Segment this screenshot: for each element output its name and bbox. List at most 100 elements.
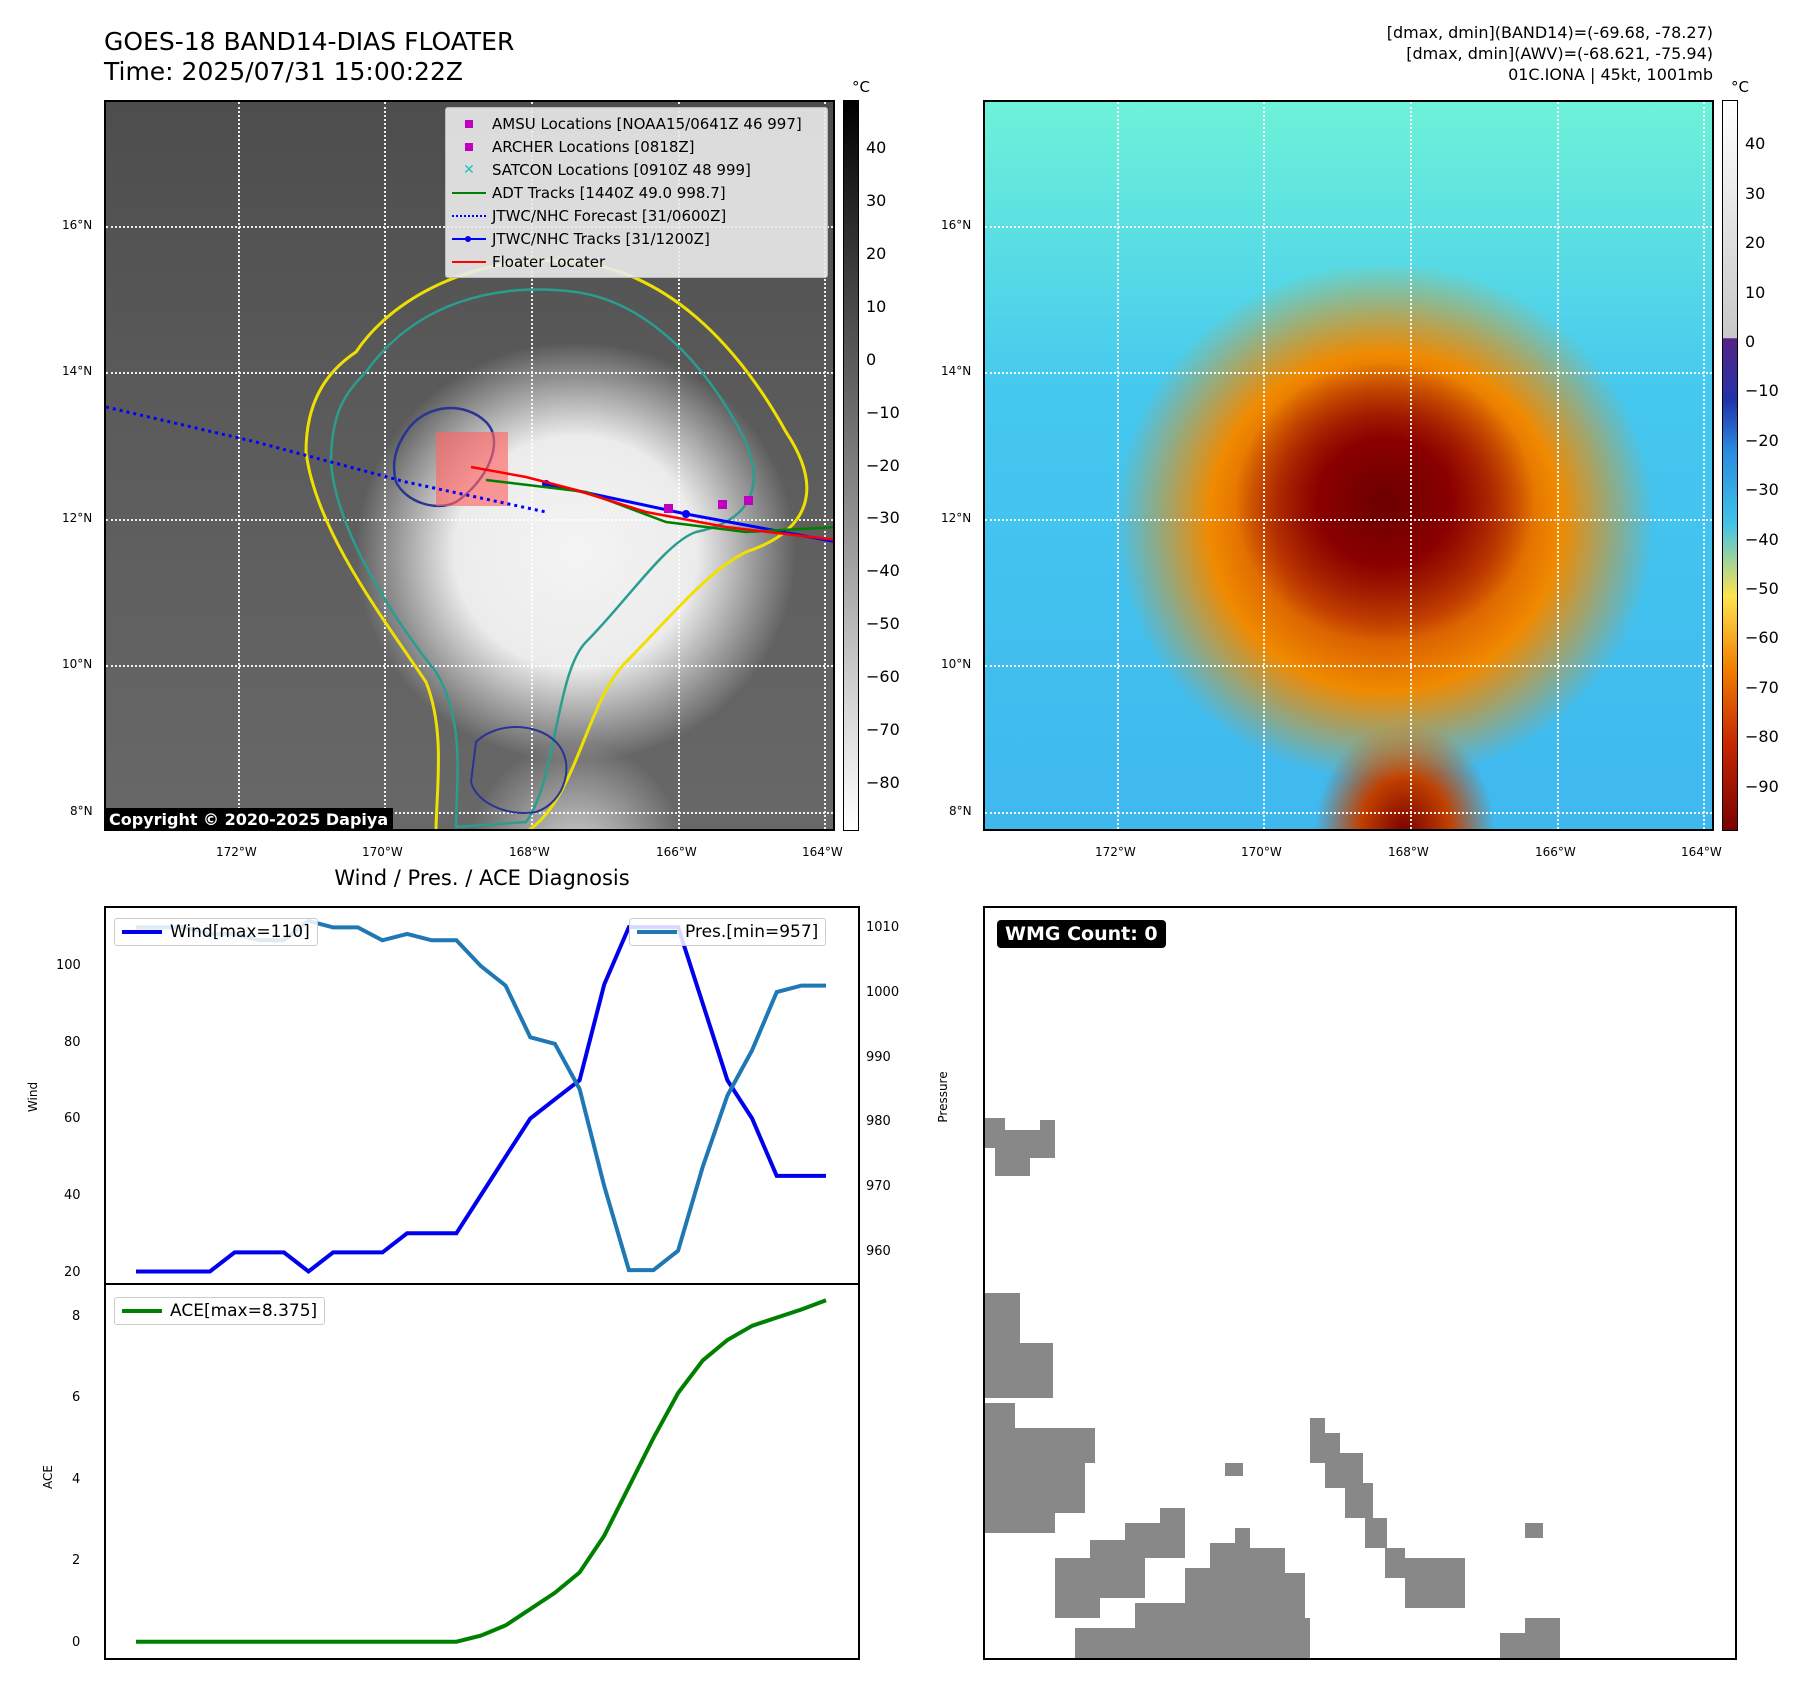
pressure-tick: 970	[866, 1179, 891, 1195]
ace-tick: 2	[72, 1553, 81, 1569]
awv-colorbar-tick: −10	[1745, 381, 1779, 401]
wind-tick: 20	[64, 1264, 81, 1280]
ace-axis-label: ACE	[41, 1465, 55, 1489]
pressure-tick: 1000	[866, 985, 900, 1001]
ir-colorbar-tick: 40	[866, 137, 887, 157]
pressure-series-line	[136, 918, 826, 1273]
lat-label: 10°N	[62, 657, 93, 671]
ir-colorbar-tick: 0	[866, 349, 877, 369]
ace-tick: 0	[72, 1634, 81, 1650]
ir-colorbar	[843, 100, 859, 831]
ace-chart: ACE[max=8.375]	[104, 1283, 860, 1660]
ir-colorbar-tick: −80	[866, 773, 900, 793]
wind-pressure-chart: Wind[max=110] Pres.[min=957]	[104, 906, 860, 1285]
legend-label: JTWC/NHC Tracks [31/1200Z]	[492, 229, 710, 248]
archer-marker	[744, 496, 753, 505]
legend-label: JTWC/NHC Forecast [31/0600Z]	[492, 206, 727, 225]
wind-tick: 60	[64, 1111, 81, 1127]
contour-outer	[304, 258, 809, 829]
amsu-marker	[664, 504, 673, 513]
wind-tick: 80	[64, 1034, 81, 1050]
ir-colorbar-tick: −40	[866, 561, 900, 581]
awv-colorbar-tick: −40	[1745, 529, 1779, 549]
contour-south	[469, 726, 568, 814]
ace-tick: 4	[72, 1471, 81, 1487]
wmg-patch	[1225, 1463, 1243, 1476]
ace-tick: 6	[72, 1390, 81, 1406]
legend-item-amsu: AMSU Locations [NOAA15/0641Z 46 997]	[446, 112, 827, 135]
ace-line-icon	[122, 1309, 162, 1313]
awv-colorbar-tick: −80	[1745, 727, 1779, 747]
ir-colorbar-tick: −50	[866, 614, 900, 634]
ace-legend-label: ACE[max=8.375]	[170, 1301, 318, 1321]
lon-label: 172°W	[216, 845, 257, 859]
grid-line	[985, 665, 1712, 667]
grid-line	[384, 102, 386, 829]
wind-legend: Wind[max=110]	[114, 918, 318, 946]
pressure-tick: 960	[866, 1243, 891, 1259]
pressure-tick: 980	[866, 1114, 891, 1130]
wind-legend-label: Wind[max=110]	[170, 922, 310, 942]
solid-line-icon	[452, 260, 486, 263]
grid-line	[985, 372, 1712, 374]
ir-colorbar-tick: 20	[866, 243, 887, 263]
ace-series-line	[136, 1298, 827, 1644]
square-marker-icon	[465, 119, 473, 128]
lon-label: 166°W	[656, 845, 697, 859]
storm-summary: 01C.IONA | 45kt, 1001mb	[1508, 65, 1713, 84]
pressure-tick: 1010	[866, 920, 900, 936]
pressure-legend: Pres.[min=957]	[629, 918, 827, 946]
ir-overlay	[106, 258, 833, 829]
ir-colorbar-tick: 30	[866, 190, 887, 210]
wind-tick: 40	[64, 1187, 81, 1203]
wmg-patch	[1075, 1528, 1310, 1658]
awv-range: [dmax, dmin](AWV)=(-68.621, -75.94)	[1406, 44, 1713, 63]
wmg-patch	[985, 1403, 1095, 1533]
awv-colorbar-tick: 10	[1745, 282, 1766, 302]
ace-tick: 8	[72, 1308, 81, 1324]
legend-item-forecast: JTWC/NHC Forecast [31/0600Z]	[446, 204, 827, 227]
grid-line	[985, 519, 1712, 521]
lon-label: 168°W	[1388, 845, 1429, 859]
ir-colorbar-tick: 10	[866, 296, 887, 316]
grid-line	[106, 519, 833, 521]
pressure-line-icon	[637, 930, 677, 934]
awv-satellite-panel	[983, 100, 1714, 831]
wmg-patch	[1525, 1523, 1543, 1538]
lat-label: 12°N	[941, 511, 972, 525]
legend-label: SATCON Locations [0910Z 48 999]	[492, 160, 751, 179]
lon-label: 168°W	[509, 845, 550, 859]
ir-colorbar-tick: −20	[866, 455, 900, 475]
legend-label: ARCHER Locations [0818Z]	[492, 137, 695, 156]
legend-label: AMSU Locations [NOAA15/0641Z 46 997]	[492, 114, 802, 133]
wmg-panel: WMG Count: 0	[983, 906, 1737, 1660]
wmg-patch	[1500, 1618, 1560, 1658]
awv-colorbar	[1722, 100, 1738, 831]
lat-label: 10°N	[941, 657, 972, 671]
awv-colorbar-tick: −90	[1745, 776, 1779, 796]
ir-colorbar-tick: −30	[866, 508, 900, 528]
lat-label: 14°N	[941, 364, 972, 378]
grid-line	[106, 812, 833, 814]
lon-label: 170°W	[1241, 845, 1282, 859]
awv-colorbar-tick: −30	[1745, 480, 1779, 500]
ir-colorbar-tick: −70	[866, 720, 900, 740]
grid-line	[985, 812, 1712, 814]
wmg-patch	[985, 1118, 1055, 1176]
grid-line	[1410, 102, 1412, 829]
x-marker-icon: ✕	[463, 161, 475, 178]
wind-axis-label: Wind	[26, 1081, 40, 1113]
dotted-line-icon	[452, 214, 486, 217]
copyright-badge: Copyright © 2020-2025 Dapiya	[104, 808, 394, 831]
awv-colorbar-tick: 20	[1745, 233, 1766, 253]
grid-line	[1557, 102, 1559, 829]
wmg-patch	[1055, 1508, 1185, 1618]
lon-label: 164°W	[802, 845, 843, 859]
colorbar-unit: °C	[852, 78, 870, 96]
legend-label: ADT Tracks [1440Z 49.0 998.7]	[492, 183, 726, 202]
square-marker-icon	[465, 142, 473, 151]
contour-mid	[329, 288, 755, 829]
lat-label: 8°N	[949, 804, 972, 818]
figure-title: GOES-18 BAND14-DIAS FLOATER Time: 2025/0…	[104, 27, 514, 87]
legend-item-floater: Floater Locater	[446, 250, 827, 273]
